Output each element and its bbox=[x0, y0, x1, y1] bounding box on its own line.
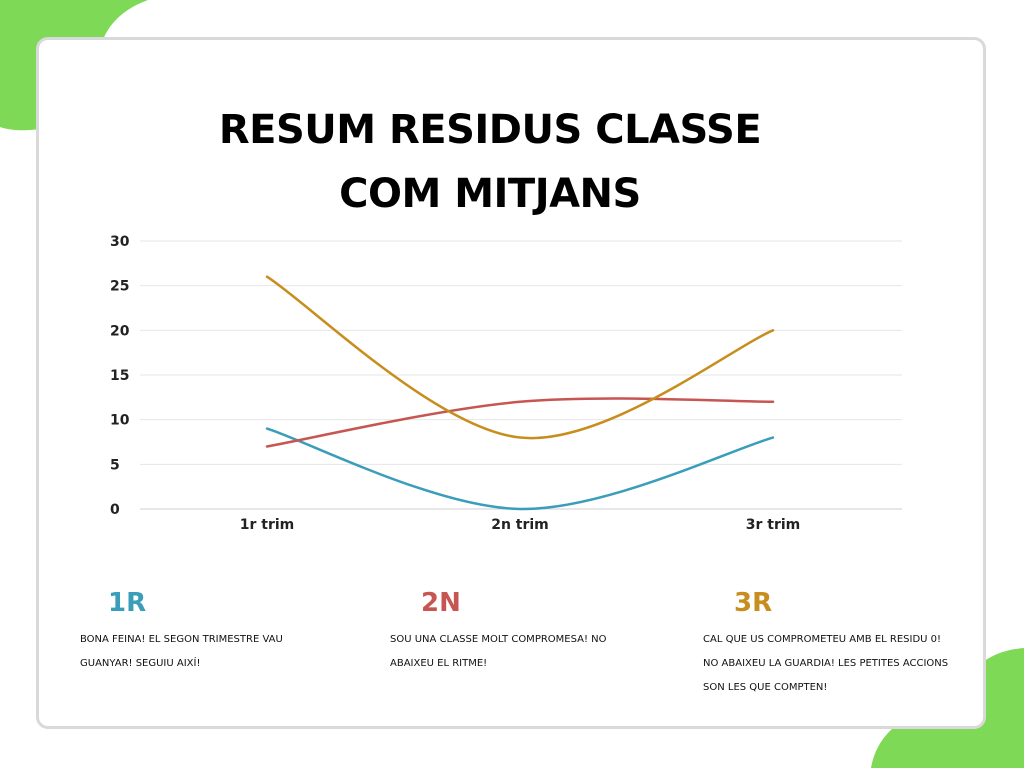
y-tick-label: 15 bbox=[110, 368, 129, 384]
note-2n-heading: 2N bbox=[421, 588, 461, 618]
y-tick-label: 25 bbox=[110, 279, 129, 295]
note-1r-heading: 1R bbox=[108, 588, 147, 618]
note-3r-heading: 3R bbox=[734, 588, 773, 618]
y-tick-label: 20 bbox=[110, 323, 130, 339]
series-1r-line bbox=[265, 427, 775, 511]
note-2n-text: SOU UNA CLASSE MOLT COMPROMESA! NO ABAIX… bbox=[390, 634, 607, 669]
chart-title-line-2: COM MITJANS bbox=[339, 171, 641, 217]
chart-title-line-1: RESUM RESIDUS CLASSE bbox=[218, 107, 762, 153]
series-2n-line bbox=[265, 397, 775, 448]
y-tick-label: 5 bbox=[110, 457, 120, 473]
chart-card bbox=[36, 37, 986, 729]
x-tick-label: 1r trim bbox=[240, 517, 295, 533]
y-tick-label: 10 bbox=[110, 413, 130, 429]
chart-title: RESUM RESIDUS CLASSE COM MITJANS bbox=[160, 98, 820, 226]
x-tick-label: 3r trim bbox=[746, 517, 801, 533]
series-3r-line bbox=[265, 275, 775, 440]
y-tick-label: 0 bbox=[110, 502, 120, 518]
x-tick-label: 2n trim bbox=[491, 517, 549, 533]
note-1r-text: BONA FEINA! EL SEGON TRIMESTRE VAU GUANY… bbox=[80, 634, 283, 669]
note-3r-text: CAL QUE US COMPROMETEU AMB EL RESIDU 0! … bbox=[703, 634, 949, 693]
y-tick-label: 30 bbox=[110, 234, 130, 250]
